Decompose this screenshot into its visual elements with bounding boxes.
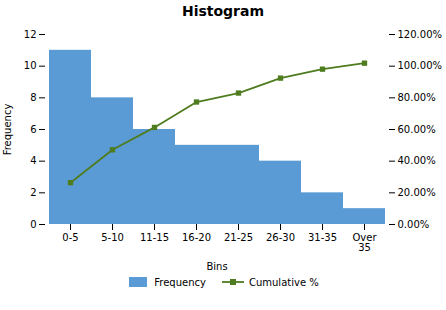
svg-text:100.00%: 100.00% xyxy=(398,60,443,71)
svg-text:8: 8 xyxy=(30,92,36,103)
svg-text:10: 10 xyxy=(24,60,37,71)
svg-text:4: 4 xyxy=(30,155,36,166)
svg-text:Frequency: Frequency xyxy=(2,104,13,156)
svg-text:16-20: 16-20 xyxy=(182,232,211,243)
svg-text:21-25: 21-25 xyxy=(224,232,253,243)
svg-text:120.00%: 120.00% xyxy=(398,29,443,40)
svg-text:20.00%: 20.00% xyxy=(398,187,436,198)
svg-text:11-15: 11-15 xyxy=(140,232,169,243)
html-text:Frequency: Frequency xyxy=(154,276,206,288)
svg-text:26-30: 26-30 xyxy=(266,232,295,243)
svg-text:0.00%: 0.00% xyxy=(398,219,430,230)
svg-text:6: 6 xyxy=(30,124,36,135)
svg-text:12: 12 xyxy=(24,29,37,40)
svg-text:0-5: 0-5 xyxy=(62,232,78,243)
html-text:Cumulative %: Cumulative % xyxy=(249,276,319,288)
svg-text:0: 0 xyxy=(30,219,36,230)
svg-text:5-10: 5-10 xyxy=(101,232,124,243)
svg-text:Bins: Bins xyxy=(206,261,227,272)
html-text:Histogram: Histogram xyxy=(181,3,265,19)
svg-text:2: 2 xyxy=(30,187,36,198)
svg-text:31-35: 31-35 xyxy=(308,232,337,243)
svg-text:Over35: Over35 xyxy=(352,232,377,253)
svg-text:40.00%: 40.00% xyxy=(398,155,436,166)
svg-text:60.00%: 60.00% xyxy=(398,124,436,135)
svg-text:80.00%: 80.00% xyxy=(398,92,436,103)
